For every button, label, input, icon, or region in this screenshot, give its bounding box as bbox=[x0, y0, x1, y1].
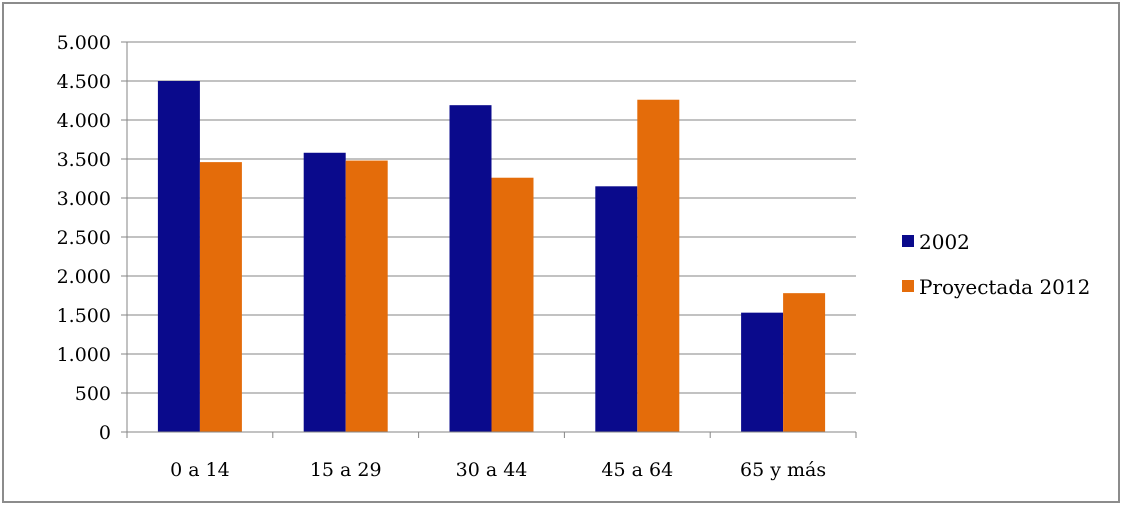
bar-series-1 bbox=[595, 186, 638, 432]
bar-series-2 bbox=[491, 177, 534, 432]
y-tick-label: 5.000 bbox=[57, 32, 111, 54]
bar-series-1 bbox=[449, 105, 492, 433]
y-tick-label: 3.500 bbox=[57, 149, 111, 171]
x-tick-label: 45 a 64 bbox=[601, 459, 673, 481]
bar-series-2 bbox=[345, 160, 388, 432]
y-tick-label: 2.000 bbox=[57, 266, 111, 288]
y-tick-label: 4.500 bbox=[57, 71, 111, 93]
bar-series-1 bbox=[741, 312, 784, 432]
legend-label: Proyectada 2012 bbox=[919, 275, 1090, 299]
bars bbox=[157, 81, 826, 433]
x-tick-label: 15 a 29 bbox=[310, 459, 382, 481]
x-tick-label: 65 y más bbox=[740, 459, 826, 481]
bar-series-2 bbox=[783, 293, 826, 432]
legend-label: 2002 bbox=[919, 230, 970, 254]
y-tick-label: 1.000 bbox=[57, 344, 111, 366]
y-tick-label: 0 bbox=[99, 422, 111, 444]
bar-series-1 bbox=[157, 81, 200, 432]
y-tick-labels: 0 500 1.000 1.500 2.000 2.500 3.000 3.500 4.000 4… bbox=[57, 32, 111, 444]
y-tick-label: 3.000 bbox=[57, 188, 111, 210]
y-tick-label: 500 bbox=[75, 383, 111, 405]
y-tick-label: 4.000 bbox=[57, 110, 111, 132]
bar-series-1 bbox=[303, 152, 346, 432]
axes bbox=[121, 41, 857, 438]
legend-swatch bbox=[902, 235, 914, 247]
x-tick-label: 30 a 44 bbox=[456, 459, 528, 481]
y-tick-label: 2.500 bbox=[57, 227, 111, 249]
bar-series-2 bbox=[199, 162, 242, 432]
x-tick-labels: 0 a 14 15 a 29 30 a 44 45 a 64 65 y más bbox=[170, 459, 826, 481]
legend-swatch bbox=[902, 280, 914, 292]
gridlines bbox=[127, 41, 856, 394]
legend: 2002 Proyectada 2012 bbox=[902, 230, 1090, 299]
bar-series-2 bbox=[637, 99, 680, 432]
y-tick-label: 1.500 bbox=[57, 305, 111, 327]
x-tick-label: 0 a 14 bbox=[170, 459, 230, 481]
